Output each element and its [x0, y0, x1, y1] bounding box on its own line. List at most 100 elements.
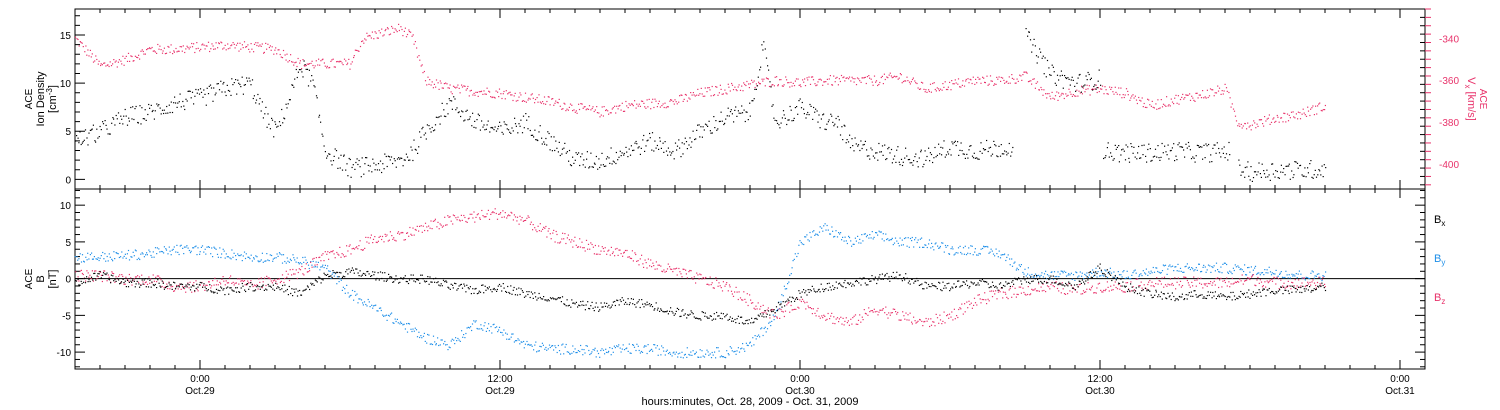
data-point: [249, 80, 251, 82]
data-point: [849, 134, 851, 136]
data-point: [1096, 91, 1098, 94]
data-point: [1293, 274, 1295, 276]
data-point: [1266, 118, 1268, 120]
data-point: [1258, 282, 1260, 284]
data-point: [92, 124, 94, 126]
data-point: [505, 90, 507, 92]
data-point: [1235, 120, 1238, 122]
data-point: [1313, 282, 1316, 284]
data-point: [741, 105, 743, 107]
data-point: [1149, 279, 1151, 282]
data-point: [627, 156, 629, 158]
data-point: [270, 280, 272, 282]
data-point: [972, 254, 974, 256]
data-point: [809, 83, 812, 85]
data-point: [603, 165, 605, 167]
data-point: [899, 237, 901, 239]
data-point: [173, 281, 175, 283]
data-point: [248, 256, 250, 258]
data-point: [90, 129, 93, 131]
data-point: [384, 315, 386, 317]
data-point: [809, 231, 811, 234]
data-point: [102, 121, 104, 123]
data-point: [113, 273, 115, 275]
data-point: [414, 148, 416, 150]
data-point: [1072, 79, 1074, 81]
data-point: [1094, 88, 1096, 90]
data-point: [1042, 276, 1044, 278]
data-point: [141, 49, 143, 51]
data-point: [803, 113, 805, 115]
data-point: [239, 291, 241, 293]
data-point: [268, 260, 270, 262]
data-point: [1230, 283, 1232, 285]
data-point: [1284, 276, 1286, 279]
data-point: [632, 260, 634, 262]
data-point: [485, 128, 487, 130]
data-point: [865, 82, 867, 85]
data-point: [796, 106, 798, 108]
data-point: [502, 210, 504, 212]
data-point: [1000, 144, 1002, 146]
data-point: [1231, 103, 1233, 105]
data-point: [267, 283, 269, 286]
data-point: [558, 350, 561, 352]
data-point: [1157, 283, 1159, 285]
data-point: [864, 140, 866, 142]
data-point: [881, 309, 884, 311]
data-point: [778, 308, 780, 310]
data-point: [1042, 55, 1044, 57]
data-point: [266, 48, 268, 50]
data-point: [438, 88, 440, 90]
data-point: [712, 94, 715, 97]
data-point: [1123, 96, 1125, 99]
data-point: [1313, 174, 1315, 176]
data-point: [1322, 109, 1324, 111]
data-point: [76, 135, 78, 137]
data-point: [250, 84, 252, 86]
data-point: [1040, 51, 1042, 53]
data-point: [177, 50, 179, 52]
data-point: [657, 103, 659, 105]
data-point: [1025, 294, 1027, 296]
data-point: [323, 260, 325, 262]
data-point: [295, 61, 297, 63]
data-point: [1058, 92, 1060, 94]
data-point: [144, 278, 146, 280]
data-point: [557, 102, 559, 104]
data-point: [831, 84, 833, 86]
data-point: [935, 313, 937, 315]
data-point: [279, 281, 281, 284]
data-point: [403, 239, 405, 241]
data-point: [960, 308, 962, 310]
data-point: [984, 149, 987, 151]
data-point: [1246, 166, 1248, 168]
legend-bz-sub: z: [1441, 297, 1445, 306]
data-point: [753, 98, 755, 100]
data-point: [289, 269, 291, 271]
data-point: [347, 175, 349, 177]
data-point: [1125, 282, 1127, 284]
data-point: [566, 108, 568, 110]
data-point: [338, 61, 340, 63]
data-point: [455, 337, 457, 339]
data-point: [368, 170, 370, 172]
data-point: [948, 253, 951, 255]
data-point: [993, 84, 995, 86]
data-point: [711, 282, 713, 284]
data-point: [573, 162, 575, 164]
data-point: [961, 150, 963, 152]
data-point: [337, 253, 339, 255]
data-point: [552, 345, 554, 347]
data-point: [166, 105, 168, 108]
data-point: [1185, 143, 1187, 145]
data-point: [991, 296, 994, 298]
data-point: [745, 342, 747, 344]
data-point: [819, 127, 821, 129]
data-point: [457, 337, 459, 340]
data-point: [104, 62, 106, 64]
data-point: [563, 102, 565, 104]
data-point: [120, 281, 122, 284]
data-point: [854, 314, 857, 316]
data-point: [808, 307, 810, 309]
